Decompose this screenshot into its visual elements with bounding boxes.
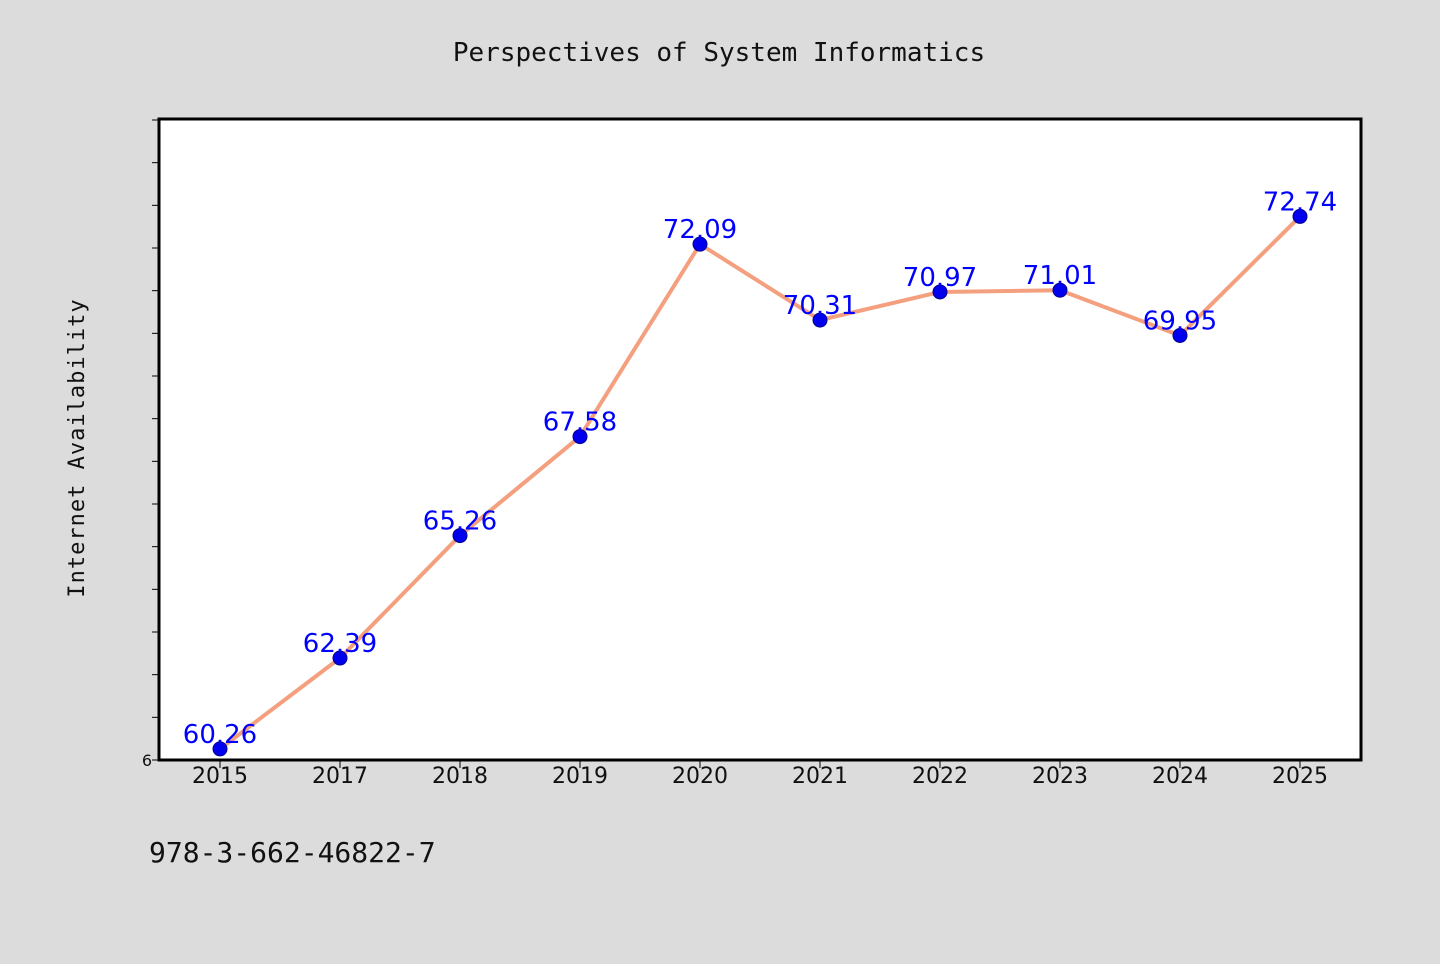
- data-label: 65.26: [423, 507, 497, 537]
- x-tick-label: 2022: [912, 764, 968, 789]
- data-label: 67.58: [543, 408, 617, 438]
- x-tick-label: 2021: [792, 764, 848, 789]
- x-tick-label: 2025: [1272, 764, 1328, 789]
- footnote-isbn: 978-3-662-46822-7: [149, 836, 436, 869]
- x-tick-label: 2015: [192, 764, 248, 789]
- x-tick-label: 2017: [312, 764, 368, 789]
- data-label: 60.26: [183, 720, 257, 750]
- x-tick-label: 2023: [1032, 764, 1088, 789]
- data-point-marker: [452, 528, 468, 544]
- x-axis-ticks: 2015 2017 2018 2019 2020 2021 2022 2023 2024 2025: [192, 760, 1328, 789]
- x-tick-label: 2019: [552, 764, 608, 789]
- series-group: [218, 214, 1302, 751]
- data-point-marker: [692, 236, 708, 252]
- data-point-marker: [932, 284, 948, 300]
- data-label: 70.97: [903, 263, 977, 293]
- plot-area: [157, 117, 1363, 762]
- data-label: 70.31: [783, 291, 857, 321]
- data-point-marker: [212, 741, 228, 757]
- series-line: [218, 214, 1302, 751]
- x-tick-label: 2018: [432, 764, 488, 789]
- x-tick-label: 2020: [672, 764, 728, 789]
- chart-title: Perspectives of System Informatics: [453, 38, 985, 68]
- data-label: 69.95: [1143, 306, 1217, 336]
- y-axis-label: Internet Availability: [65, 298, 90, 597]
- data-point-marker: [1052, 282, 1068, 298]
- data-point-marker: [332, 650, 348, 666]
- y-tick-label: 6: [142, 751, 152, 770]
- data-point-marker: [812, 312, 828, 328]
- y-axis-ticks: 6: [142, 119, 160, 770]
- data-label: 72.74: [1263, 187, 1337, 217]
- markers-group: [212, 208, 1308, 757]
- x-tick-label: 2024: [1152, 764, 1208, 789]
- data-labels-group: 60.26 62.39 65.26 67.58 72.09 70.31 70.97 71.01…: [183, 187, 1337, 749]
- data-point-marker: [572, 429, 588, 445]
- data-label: 62.39: [303, 629, 377, 659]
- data-point-marker: [1172, 327, 1188, 343]
- data-label: 71.01: [1023, 261, 1097, 291]
- data-label: 72.09: [663, 215, 737, 245]
- data-point-marker: [1292, 208, 1308, 224]
